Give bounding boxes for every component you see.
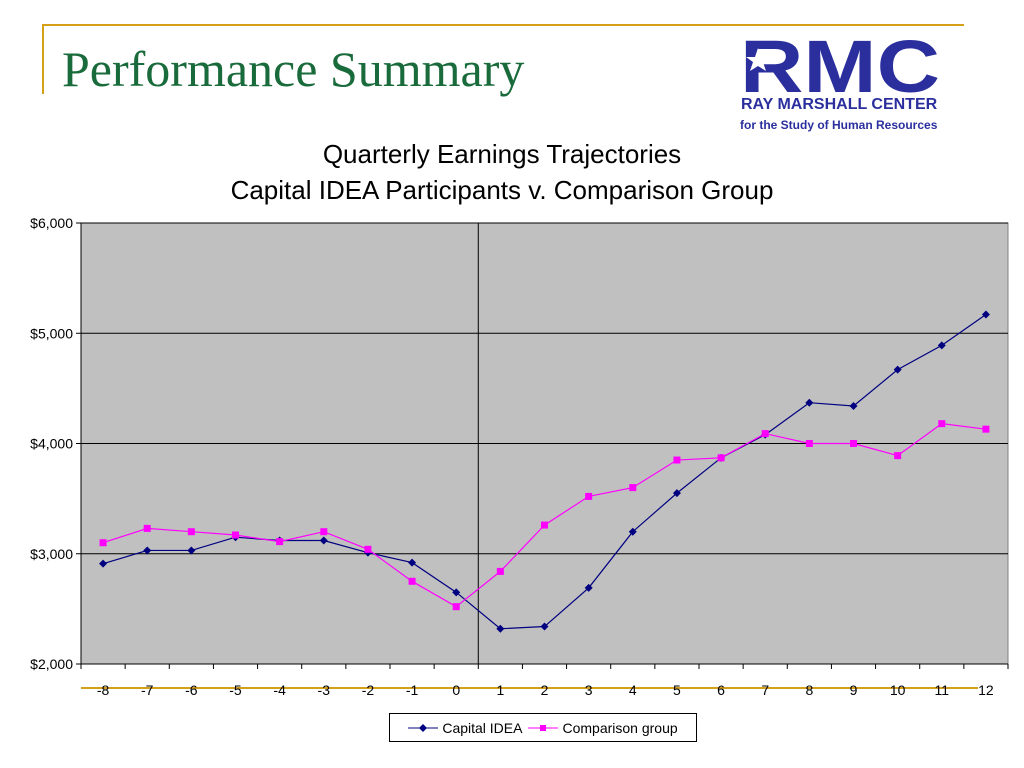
x-tick-label-6: 6 [717,682,725,698]
point-capital-idea-12 [981,310,990,319]
x-tick-label-3: 3 [585,682,593,698]
x-tick-label-0: 0 [452,682,460,698]
x-tick-label-1: 1 [496,682,504,698]
point-comparison-group--7 [143,524,151,532]
point-comparison-group--2 [364,545,372,553]
slide-title: Performance Summary [62,41,525,97]
point-comparison-group-3 [585,492,593,500]
x-tick-label-10: 10 [890,682,906,698]
rmc-logo-letters: RMC [740,30,940,96]
point-comparison-group-9 [850,440,857,447]
legend-label-capital-idea: Capital IDEA [442,719,523,736]
x-tick-label-9: 9 [850,682,858,698]
x-tick-label-2: 2 [541,682,549,698]
point-capital-idea-4 [628,527,637,536]
x-tick-label-8: 8 [805,682,813,698]
point-capital-idea-5 [672,489,681,498]
legend-item-capital-idea: Capital IDEA [408,720,522,736]
x-tick-label-4: 4 [629,682,637,698]
point-capital-idea--8 [99,559,108,568]
point-comparison-group-11 [938,420,946,428]
chart-legend: Capital IDEA Comparison group [389,713,697,742]
star-icon [746,48,770,71]
legend-label-comparison-group: Comparison group [562,719,678,736]
rmc-logo: RMC RAY MARSHALL CENTER for the Study of… [736,25,946,136]
rmc-logo-mark: RMC [740,25,940,108]
point-comparison-group--4 [276,538,284,546]
point-comparison-group--3 [320,528,328,536]
point-capital-idea-11 [937,341,946,350]
point-comparison-group--1 [408,577,416,585]
point-comparison-group-10 [894,452,902,460]
y-tick-label-2000: $2,000 [30,656,73,672]
point-capital-idea-3 [584,583,593,592]
point-capital-idea--6 [187,546,196,555]
point-comparison-group-1 [496,567,504,575]
square-marker-icon [528,724,559,731]
point-capital-idea-1 [496,624,505,633]
point-capital-idea--3 [319,536,328,545]
logo-line-1: RAY MARSHALL CENTER [741,96,938,113]
point-comparison-group-6 [717,454,725,462]
x-tick-label-5: 5 [673,682,681,698]
x-tick-label-7: 7 [761,682,769,698]
point-capital-idea--7 [143,546,152,555]
point-comparison-group-0 [452,603,460,611]
title-frame-top-border [42,24,964,26]
point-capital-idea-10 [893,365,902,374]
legend-item-comparison-group: Comparison group [528,719,678,736]
point-capital-idea-0 [452,588,461,597]
point-comparison-group-4 [629,484,637,492]
x-tick-label--3: -3 [318,682,331,698]
y-tick-label-5000: $5,000 [30,325,73,341]
point-comparison-group--8 [99,539,107,547]
x-tick-label--5: -5 [229,682,242,698]
point-comparison-group-7 [761,430,769,438]
chart-title: Quarterly Earnings Trajectories [322,139,682,169]
diamond-marker-icon [408,723,439,732]
x-tick-label--2: -2 [362,682,375,698]
point-capital-idea--1 [408,558,417,567]
x-tick-label--1: -1 [406,682,419,698]
x-tick-label-12: 12 [978,682,994,698]
y-tick-label-3000: $3,000 [30,546,73,562]
x-tick-label--7: -7 [141,682,154,698]
point-comparison-group-5 [673,456,681,464]
y-tick-label-6000: $6,000 [30,215,73,231]
point-comparison-group-2 [541,521,548,529]
x-tick-label-11: 11 [935,682,950,698]
point-capital-idea-8 [805,398,814,407]
chart-subtitle: Capital IDEA Participants v. Comparison … [230,175,774,205]
point-comparison-group-8 [805,440,813,447]
point-capital-idea-2 [540,622,549,631]
point-comparison-group--5 [232,531,239,539]
x-tick-label--4: -4 [273,682,286,698]
logo-line-2: for the Study of Human Resources [740,118,938,132]
y-tick-label-4000: $4,000 [30,436,73,452]
point-comparison-group-12 [982,425,990,433]
point-comparison-group--6 [187,528,195,536]
point-capital-idea-9 [849,402,858,411]
x-tick-label--6: -6 [185,682,198,698]
x-tick-label--8: -8 [97,682,110,698]
title-frame-left-border [42,24,44,94]
